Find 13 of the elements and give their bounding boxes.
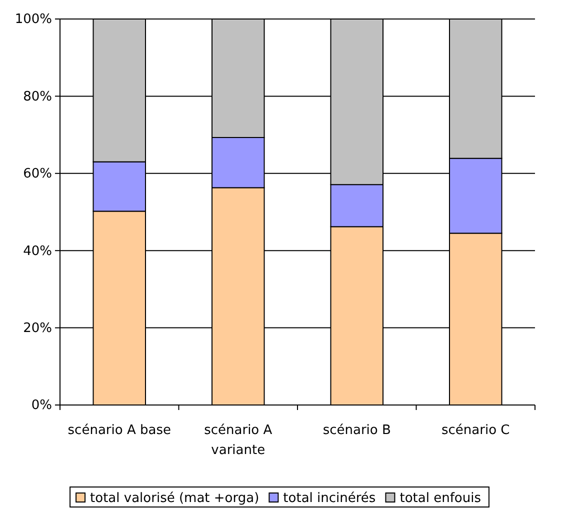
y-tick-label: 60% (23, 166, 52, 182)
legend-label: total valorisé (mat +orga) (90, 491, 260, 506)
x-tick-label: scénario B (322, 423, 391, 438)
y-tick-label: 80% (23, 89, 52, 104)
legend-label: total enfouis (400, 491, 482, 506)
y-tick-label: 20% (23, 320, 52, 336)
legend-label: total incinérés (283, 491, 376, 506)
y-tick-label: 100% (14, 12, 52, 28)
x-tick-label: scénario A base (68, 423, 171, 438)
x-tick-label: scénario C (442, 423, 510, 438)
x-tick-label: scénario A variante (204, 423, 272, 458)
y-tick-label: 0% (31, 398, 52, 414)
y-tick-label: 40% (23, 244, 52, 259)
